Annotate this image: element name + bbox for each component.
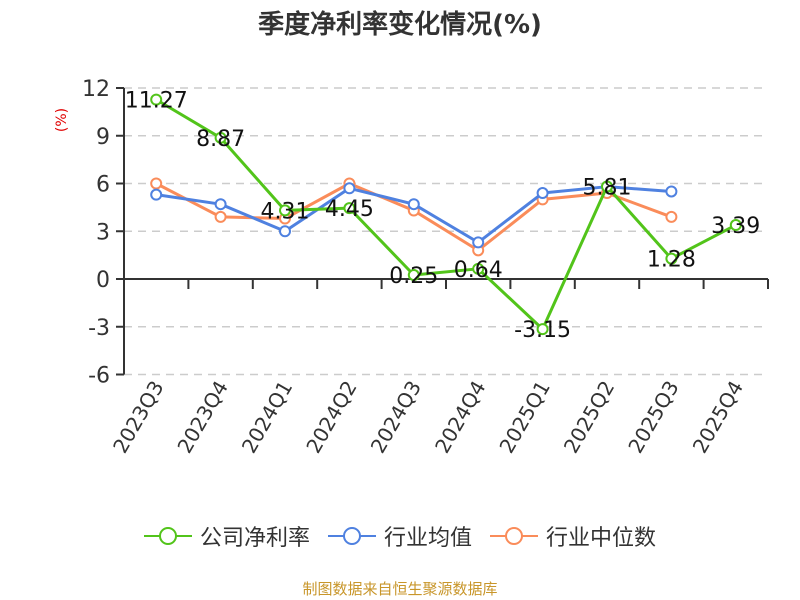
data-point: [150, 177, 163, 190]
data-point: [343, 182, 356, 195]
y-tick-label: 0: [96, 268, 110, 293]
data-point: [279, 225, 291, 238]
legend: 公司净利率 行业均值 行业中位数: [0, 520, 800, 552]
data-point: [407, 198, 420, 211]
data-label: -3.15: [514, 318, 571, 343]
series-line: [155, 98, 737, 331]
x-tick-label: 2024Q3: [366, 377, 426, 458]
data-point: [407, 269, 420, 282]
x-tick-label: 2025Q2: [559, 377, 619, 458]
legend-label-company: 公司净利率: [199, 526, 310, 551]
x-tick-label: 2025Q1: [494, 377, 554, 458]
data-point: [279, 204, 291, 217]
y-tick-label: 6: [96, 173, 110, 198]
x-tick-label: 2024Q4: [430, 377, 490, 458]
y-tick-label: -3: [88, 316, 110, 341]
data-label: 1.28: [647, 248, 696, 273]
data-source-note: 制图数据来自恒生聚源数据库: [302, 580, 498, 598]
legend-marker-median-icon: [490, 527, 538, 545]
data-label: 8.87: [196, 127, 245, 152]
data-labels: 11.27 8.87 4.31 4.45 0.25 0.64 -3.15 5.81 1.28 3.…: [125, 89, 761, 344]
data-label: 4.31: [261, 199, 310, 224]
data-label: 3.39: [711, 214, 760, 239]
data-label: 11.27: [125, 89, 188, 114]
data-point: [665, 185, 678, 198]
data-point: [665, 210, 678, 223]
data-label: 0.25: [389, 264, 438, 289]
x-tick-label: 2024Q2: [301, 377, 361, 458]
data-point: [729, 219, 742, 232]
legend-marker-company-icon: [143, 527, 192, 545]
legend-label-industry-median: 行业中位数: [546, 526, 657, 551]
data-point: [214, 131, 227, 144]
y-tick-label: 9: [96, 125, 110, 150]
y-tick-label: 12: [82, 77, 110, 102]
data-point: [665, 252, 678, 265]
data-point: [536, 323, 549, 336]
legend-marker-avg-icon: [327, 527, 376, 545]
data-point: [536, 187, 549, 200]
series-lines: [150, 93, 742, 336]
x-tick-label: 2023Q3: [108, 377, 168, 458]
x-tick-label: 2025Q4: [688, 377, 748, 458]
y-tick-label: -6: [88, 364, 110, 389]
data-label: 5.81: [583, 176, 632, 201]
data-label: 0.64: [454, 258, 503, 283]
data-point: [214, 198, 227, 211]
data-point: [601, 180, 613, 193]
data-point: [214, 210, 227, 223]
x-tick-label: 2025Q3: [623, 377, 683, 458]
chart-title: 季度净利率变化情况(%): [258, 10, 542, 40]
x-tick-label: 2023Q4: [172, 377, 232, 458]
y-tick-label: 3: [96, 220, 110, 245]
data-point: [472, 236, 485, 249]
data-point: [472, 262, 485, 275]
data-point: [343, 202, 356, 215]
legend-item-company[interactable]: 公司净利率: [143, 520, 310, 552]
legend-item-industry-avg[interactable]: 行业均值: [327, 520, 472, 552]
data-point: [150, 188, 163, 201]
data-label: 4.45: [325, 197, 374, 222]
legend-label-industry-avg: 行业均值: [383, 526, 472, 551]
x-tick-label: 2024Q1: [237, 377, 297, 458]
data-point: [150, 93, 163, 106]
legend-item-industry-median[interactable]: 行业中位数: [490, 520, 656, 552]
